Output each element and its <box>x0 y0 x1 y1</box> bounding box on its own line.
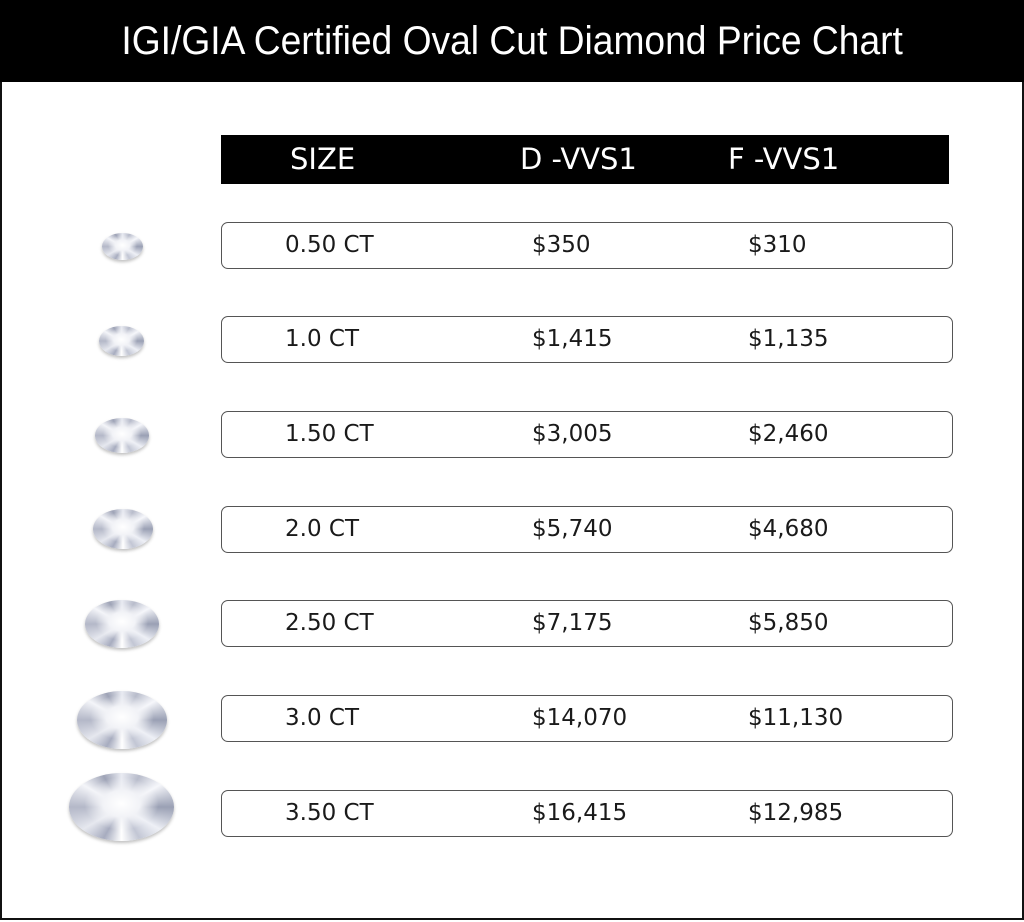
header-d-vvs1: D -VVS1 <box>520 142 637 176</box>
cell-f-vvs1: $5,850 <box>748 610 829 636</box>
title-bar: IGI/GIA Certified Oval Cut Diamond Price… <box>0 0 1024 82</box>
cell-f-vvs1: $11,130 <box>748 705 844 731</box>
header-size: SIZE <box>290 142 356 176</box>
oval-diamond-icon <box>102 233 143 260</box>
cell-size: 0.50 CT <box>285 232 374 258</box>
cell-d-vvs1: $5,740 <box>532 516 613 542</box>
cell-d-vvs1: $1,415 <box>532 326 613 352</box>
header-f-vvs1: F -VVS1 <box>728 142 840 176</box>
table-header: SIZE D -VVS1 F -VVS1 <box>221 135 949 184</box>
oval-diamond-icon <box>85 600 159 648</box>
chart-title: IGI/GIA Certified Oval Cut Diamond Price… <box>121 18 903 63</box>
cell-d-vvs1: $3,005 <box>532 421 613 447</box>
table-row: 2.0 CT $5,740 $4,680 <box>221 506 953 553</box>
cell-f-vvs1: $12,985 <box>748 800 844 826</box>
cell-size: 3.0 CT <box>285 705 359 731</box>
cell-d-vvs1: $16,415 <box>532 800 628 826</box>
cell-size: 3.50 CT <box>285 800 374 826</box>
cell-d-vvs1: $14,070 <box>532 705 628 731</box>
cell-f-vvs1: $1,135 <box>748 326 829 352</box>
oval-diamond-icon <box>99 326 144 356</box>
table-row: 2.50 CT $7,175 $5,850 <box>221 600 953 647</box>
oval-diamond-icon <box>77 691 167 749</box>
table-row: 0.50 CT $350 $310 <box>221 222 953 269</box>
table-row: 3.50 CT $16,415 $12,985 <box>221 790 953 837</box>
cell-size: 2.0 CT <box>285 516 359 542</box>
cell-f-vvs1: $310 <box>748 232 807 258</box>
cell-size: 2.50 CT <box>285 610 374 636</box>
oval-diamond-icon <box>93 509 153 549</box>
table-row: 3.0 CT $14,070 $11,130 <box>221 695 953 742</box>
oval-diamond-icon <box>69 773 174 841</box>
cell-d-vvs1: $350 <box>532 232 591 258</box>
cell-f-vvs1: $4,680 <box>748 516 829 542</box>
cell-f-vvs1: $2,460 <box>748 421 829 447</box>
oval-diamond-icon <box>95 418 149 453</box>
table-row: 1.50 CT $3,005 $2,460 <box>221 411 953 458</box>
cell-size: 1.50 CT <box>285 421 374 447</box>
cell-d-vvs1: $7,175 <box>532 610 613 636</box>
table-row: 1.0 CT $1,415 $1,135 <box>221 316 953 363</box>
cell-size: 1.0 CT <box>285 326 359 352</box>
